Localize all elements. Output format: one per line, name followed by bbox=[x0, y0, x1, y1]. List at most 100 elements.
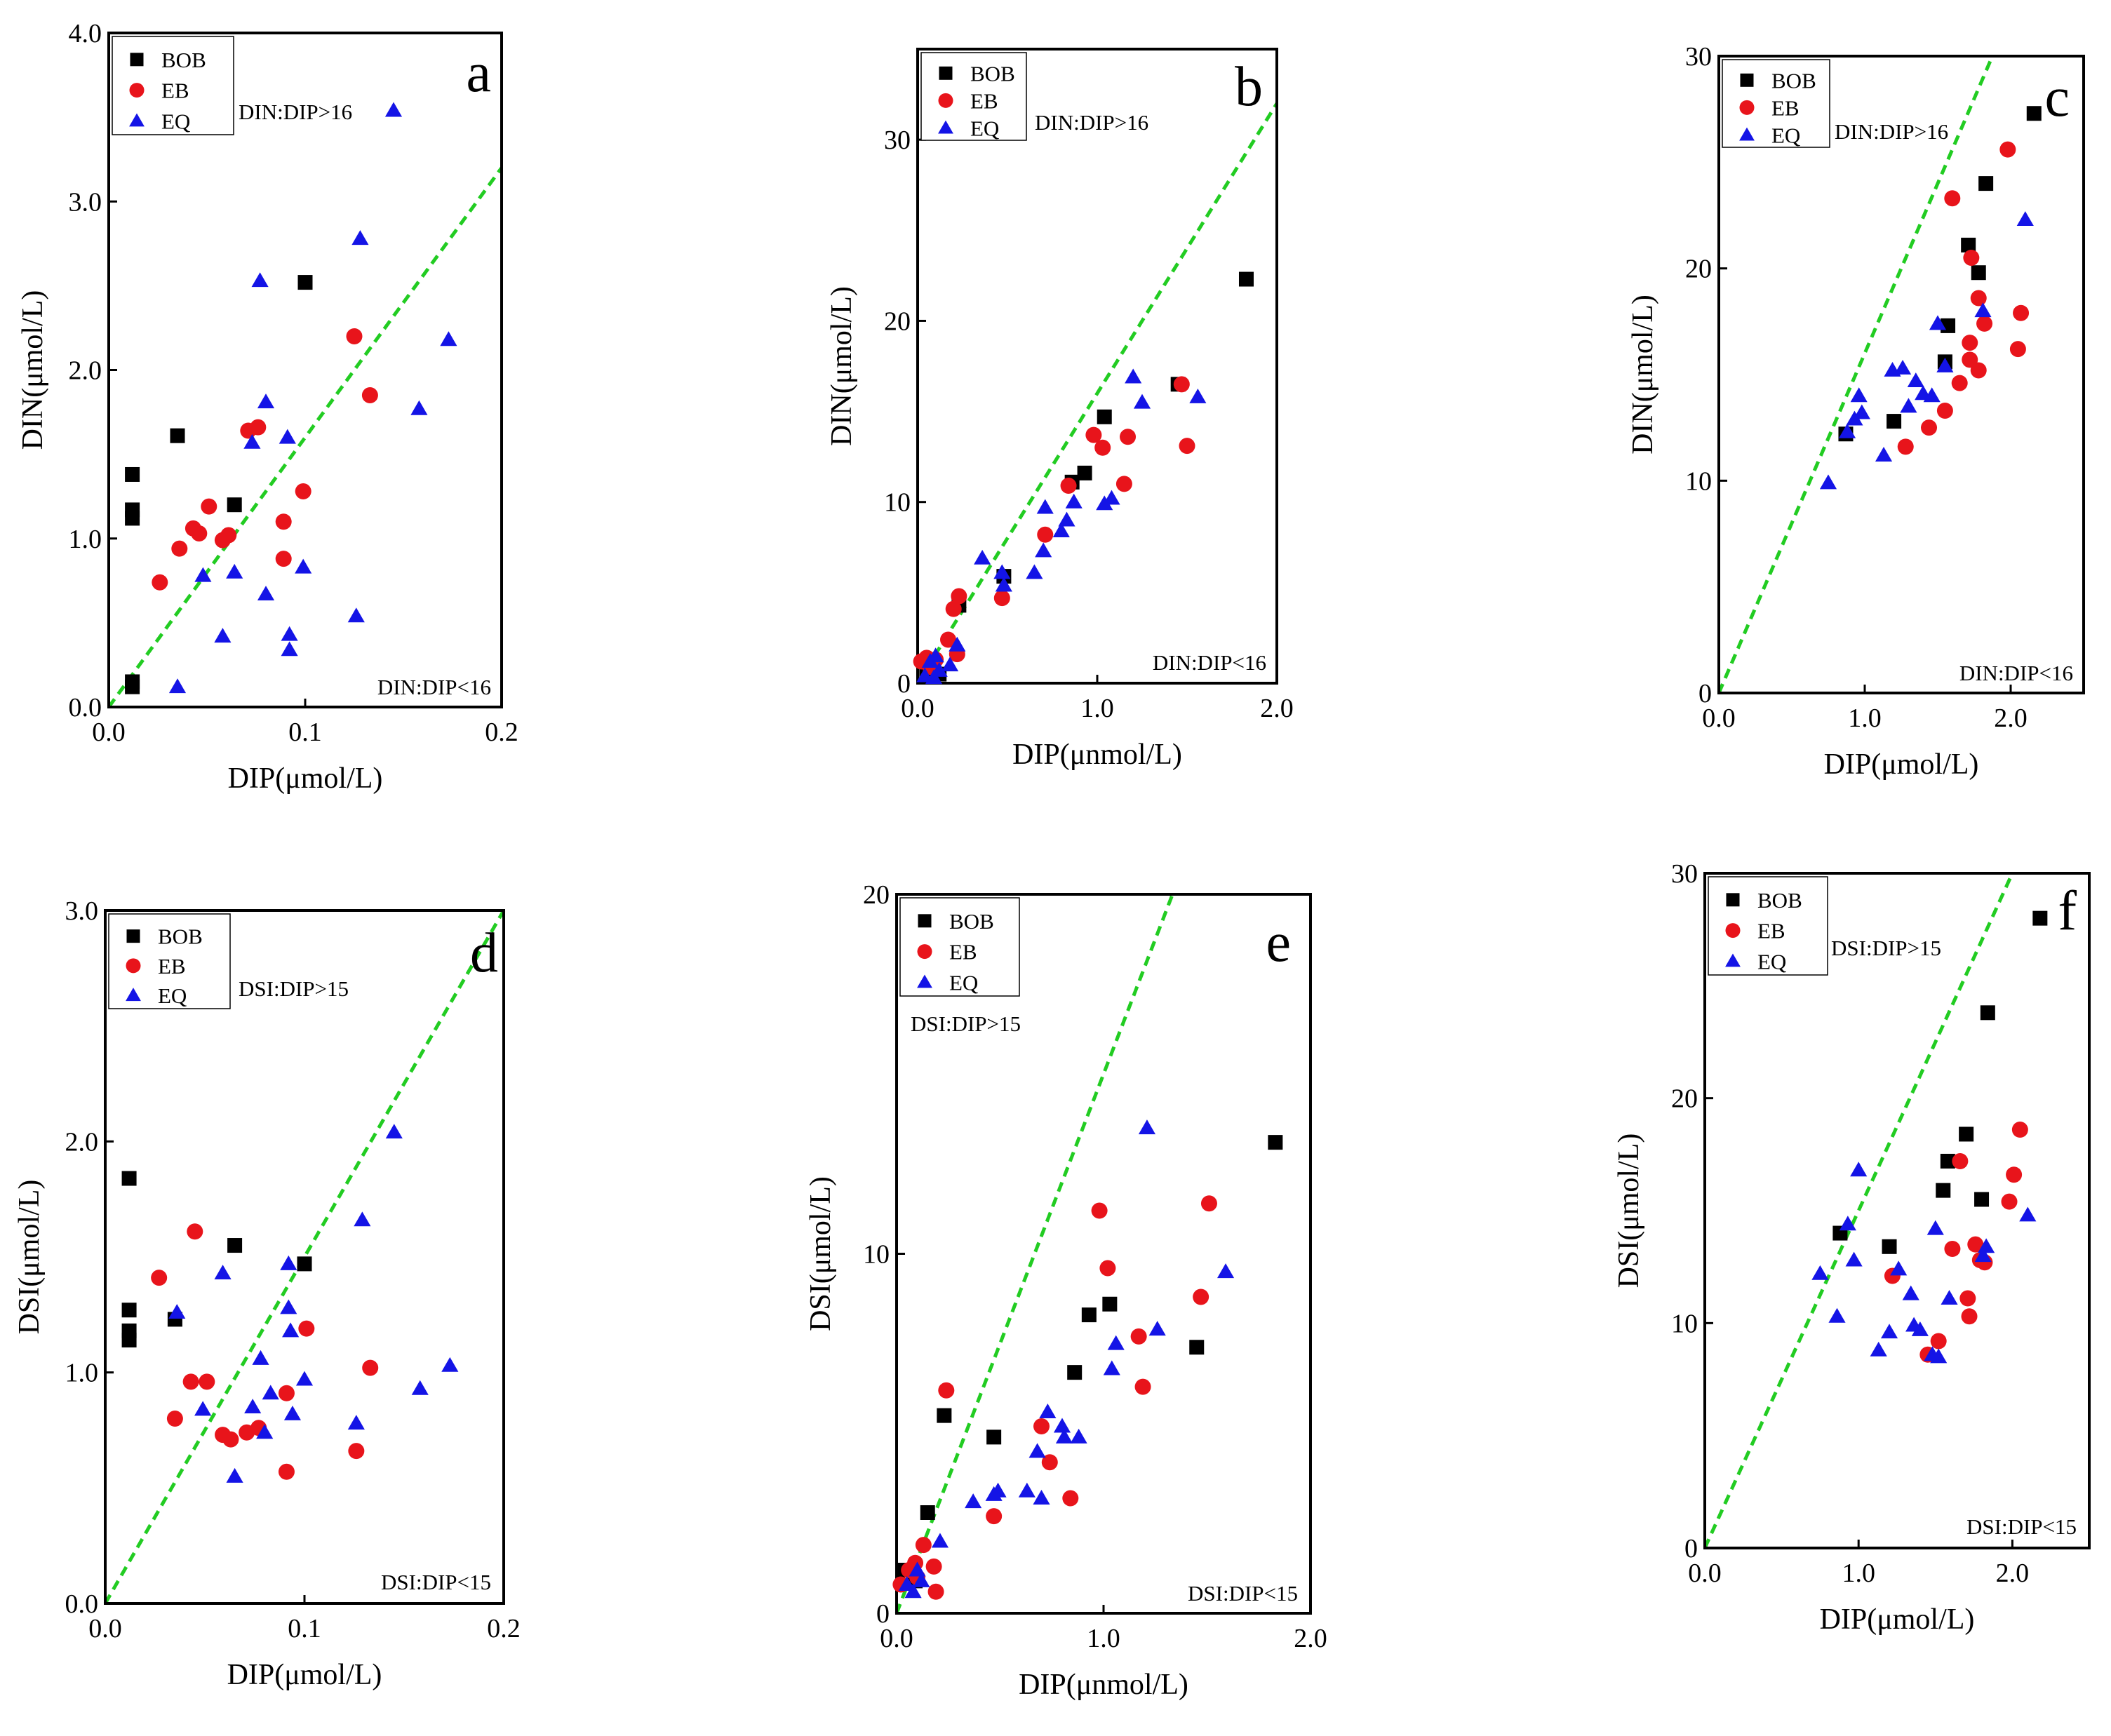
data-point-eq bbox=[1217, 1263, 1235, 1279]
data-point-bob bbox=[2032, 910, 2048, 926]
panel-d: 0.0 0.1 0.2 0.0 1.0 2.0 3.0 DIP(μmol/L) DSI(μmol… bbox=[13, 896, 521, 1691]
data-point-eq bbox=[1039, 1404, 1057, 1418]
data-point-eq bbox=[252, 1350, 269, 1365]
y-tick-label: 0 bbox=[876, 1599, 890, 1629]
data-point-eb bbox=[361, 387, 378, 404]
data-point-eb bbox=[2009, 341, 2026, 358]
data-point-bob bbox=[125, 466, 140, 482]
x-tick-label: 1.0 bbox=[1087, 1624, 1120, 1653]
data-point-eq bbox=[295, 1371, 314, 1386]
legend: BOB EB EQ bbox=[1708, 876, 1828, 976]
y-tick-label: 0.0 bbox=[69, 693, 102, 722]
data-point-eb bbox=[993, 590, 1010, 607]
legend-marker-eb bbox=[917, 944, 932, 960]
x-tick-label: 0.1 bbox=[288, 718, 322, 747]
x-tick-label: 1.0 bbox=[1848, 704, 1882, 733]
data-point-eb bbox=[986, 1508, 1003, 1525]
data-point-eq bbox=[993, 564, 1011, 579]
data-point-eb bbox=[199, 1373, 215, 1390]
data-point-bob bbox=[1936, 1183, 1951, 1198]
data-point-eq bbox=[931, 1533, 949, 1548]
legend-label: EQ bbox=[1757, 949, 1786, 974]
data-point-bob bbox=[227, 497, 242, 513]
data-point-eb bbox=[1179, 438, 1195, 455]
data-point-eb bbox=[1959, 1290, 1976, 1307]
data-point-bob bbox=[1980, 1005, 1995, 1021]
data-point-eq bbox=[1936, 357, 1954, 372]
data-point-eb bbox=[1976, 315, 1993, 332]
series-eb bbox=[913, 376, 1195, 675]
data-point-eq bbox=[1055, 1428, 1073, 1444]
legend-marker-eb bbox=[126, 958, 141, 974]
data-point-bob bbox=[1067, 1365, 1083, 1380]
data-point-eb bbox=[915, 1537, 932, 1554]
y-tick-label: 20 bbox=[1671, 1084, 1698, 1114]
data-point-eb bbox=[1897, 438, 1914, 455]
data-point-bob bbox=[227, 1238, 243, 1253]
data-point-eb bbox=[152, 574, 168, 591]
legend-label: EQ bbox=[158, 983, 187, 1008]
data-point-eq bbox=[1018, 1482, 1036, 1498]
data-point-eq bbox=[1926, 1220, 1944, 1235]
data-point-eq bbox=[1978, 1238, 1995, 1253]
data-point-eq bbox=[283, 1405, 302, 1420]
legend-marker-eb bbox=[1725, 923, 1741, 938]
ratio-annotation-lower: DIN:DIP<16 bbox=[377, 675, 491, 699]
data-point-eb bbox=[1134, 1378, 1151, 1395]
legend-label: EB bbox=[158, 954, 186, 978]
series-bob bbox=[125, 275, 313, 694]
plot-frame bbox=[1703, 872, 2091, 1549]
data-point-eb bbox=[222, 1431, 239, 1448]
x-tick-label: 2.0 bbox=[1996, 1559, 2030, 1588]
data-point-eq bbox=[441, 1357, 459, 1372]
series-bob bbox=[895, 1135, 1283, 1589]
panel-f: 0.0 1.0 2.0 0 10 20 30 DIP(μmol/L) DSI(μmol/L) BO… bbox=[1613, 859, 2091, 1636]
legend-label: BOB bbox=[1757, 888, 1802, 913]
data-point-eb bbox=[166, 1411, 183, 1427]
ratio-annotation-upper: DIN:DIP>16 bbox=[1835, 119, 1948, 144]
legend-marker-eb bbox=[129, 83, 145, 98]
data-point-bob bbox=[121, 1333, 137, 1348]
y-axis-title: DIN(μmol/L) bbox=[826, 286, 858, 446]
legend-label: EQ bbox=[161, 109, 190, 133]
legend-marker-eb bbox=[938, 93, 953, 108]
data-point-eq bbox=[262, 1385, 279, 1400]
panel-letter: c bbox=[2044, 67, 2070, 128]
panel-letter: e bbox=[1266, 912, 1291, 974]
data-point-eb bbox=[1944, 1241, 1961, 1258]
x-tick-label: 0.0 bbox=[88, 1614, 122, 1643]
x-axis-title: DIP(μnmol/L) bbox=[1012, 739, 1182, 771]
legend-marker-eq bbox=[1739, 127, 1755, 141]
data-point-bob bbox=[297, 1256, 312, 1272]
legend-label: BOB bbox=[970, 61, 1015, 86]
x-tick-label: 2.0 bbox=[1994, 704, 2028, 733]
data-point-bob bbox=[1081, 1307, 1097, 1323]
data-point-bob bbox=[1102, 1296, 1118, 1312]
data-point-eb bbox=[1037, 526, 1054, 543]
series-eb bbox=[152, 328, 378, 591]
legend-label: BOB bbox=[161, 48, 206, 72]
y-tick-label: 0.0 bbox=[65, 1589, 99, 1619]
panel-letter: a bbox=[466, 42, 491, 104]
data-point-eq bbox=[2019, 1206, 2037, 1222]
data-point-eq bbox=[1036, 499, 1054, 514]
y-tick-label: 1.0 bbox=[69, 525, 102, 554]
series-eq bbox=[168, 1124, 459, 1483]
data-point-eb bbox=[275, 513, 292, 530]
legend: BOB EB EQ bbox=[108, 913, 231, 1009]
y-axis-title: DSI(μmol/L) bbox=[1613, 1133, 1645, 1288]
plot-frame bbox=[1717, 55, 2085, 694]
y-tick-label: 10 bbox=[1671, 1309, 1698, 1338]
x-axis-title: DIP(μmol/L) bbox=[1824, 748, 1979, 781]
data-point-eq bbox=[1811, 1265, 1829, 1280]
plot-frame bbox=[895, 893, 1312, 1615]
data-point-eb bbox=[1193, 1288, 1209, 1305]
y-axis-title: DSI(μmol/L) bbox=[805, 1176, 837, 1331]
data-point-eb bbox=[1062, 1490, 1079, 1507]
data-point-bob bbox=[2026, 106, 2042, 121]
data-point-eq bbox=[244, 1399, 262, 1414]
data-point-eq bbox=[282, 1322, 300, 1338]
data-point-eq bbox=[1974, 1247, 1992, 1263]
series-eq bbox=[168, 102, 457, 694]
data-point-eq bbox=[256, 1424, 274, 1439]
